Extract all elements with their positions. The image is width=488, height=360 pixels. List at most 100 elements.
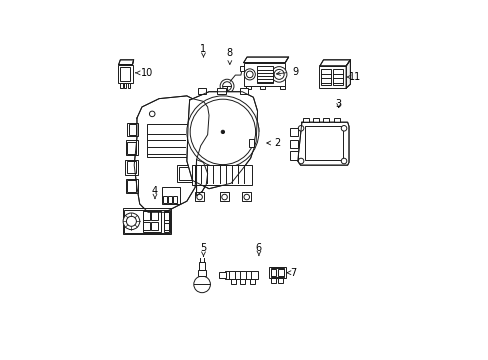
Circle shape [244,69,255,80]
Polygon shape [346,60,350,88]
Circle shape [298,158,303,164]
Circle shape [271,67,286,82]
Bar [304,126,343,159]
Bar [320,69,330,85]
Bar [128,124,136,135]
Bar [322,118,328,122]
Text: 2: 2 [266,138,280,148]
Bar [163,211,169,232]
Circle shape [221,130,224,134]
Bar [270,278,276,283]
Text: 4: 4 [152,186,158,198]
Circle shape [149,111,155,117]
Bar [277,269,284,276]
Bar [143,211,150,220]
Text: 6: 6 [255,243,262,256]
Polygon shape [319,60,350,66]
Bar [120,83,122,88]
Bar [279,86,284,90]
Bar [333,118,339,122]
Polygon shape [196,159,207,195]
Bar [240,279,245,284]
Bar [122,208,171,234]
Bar [217,89,225,94]
Bar [164,222,168,230]
Bar [125,179,137,193]
Bar [127,83,130,88]
Circle shape [246,71,253,78]
Bar [289,140,298,148]
Circle shape [197,194,202,200]
Circle shape [193,276,210,293]
Circle shape [274,69,284,79]
Bar [177,165,193,182]
Text: 5: 5 [200,243,206,256]
Polygon shape [297,122,348,165]
Text: 1: 1 [200,44,206,57]
Bar [270,268,284,277]
Bar [219,271,225,278]
Bar [146,123,186,157]
Bar [289,128,298,136]
Bar [312,118,319,122]
Bar [123,83,126,88]
Polygon shape [186,92,257,189]
Text: 11: 11 [346,72,361,82]
Circle shape [126,216,136,226]
Bar [271,269,276,276]
Polygon shape [243,57,288,63]
Bar [198,89,206,94]
Bar [143,222,150,230]
Bar [118,64,132,84]
Bar [123,210,169,233]
Bar [239,66,244,71]
Bar [202,132,212,143]
Bar [332,69,343,85]
Text: 9: 9 [276,67,297,77]
Bar [127,141,136,154]
Bar [239,89,247,94]
Polygon shape [134,96,208,212]
Bar [303,118,309,122]
Bar [249,279,255,284]
Circle shape [190,99,255,165]
Text: 10: 10 [136,68,153,78]
Circle shape [123,213,140,230]
Circle shape [222,194,227,200]
Bar [127,180,136,192]
Bar [249,139,254,147]
Bar [178,167,192,180]
Bar [126,161,136,174]
Circle shape [341,126,346,131]
Bar [125,140,137,156]
Bar [142,211,160,232]
Bar [168,195,172,203]
Bar [162,187,180,204]
Bar [125,159,137,175]
Bar [220,192,228,201]
Bar [246,86,251,90]
Bar [257,66,272,84]
Bar [230,279,235,284]
Circle shape [298,126,303,131]
Polygon shape [119,60,133,64]
Bar [260,86,265,90]
Circle shape [220,79,233,93]
Bar [195,192,203,201]
Bar [192,165,251,185]
Circle shape [244,194,249,200]
Bar [164,212,168,220]
Bar [243,63,285,86]
Bar [269,267,285,278]
Text: 3: 3 [335,99,341,109]
Bar [224,270,258,279]
Bar [199,262,204,270]
Bar [151,211,158,220]
Bar [289,151,298,159]
Bar [127,123,137,136]
Bar [163,195,166,203]
Text: 7: 7 [286,268,296,278]
Bar [120,67,130,81]
Bar [198,112,211,123]
Bar [198,270,205,276]
